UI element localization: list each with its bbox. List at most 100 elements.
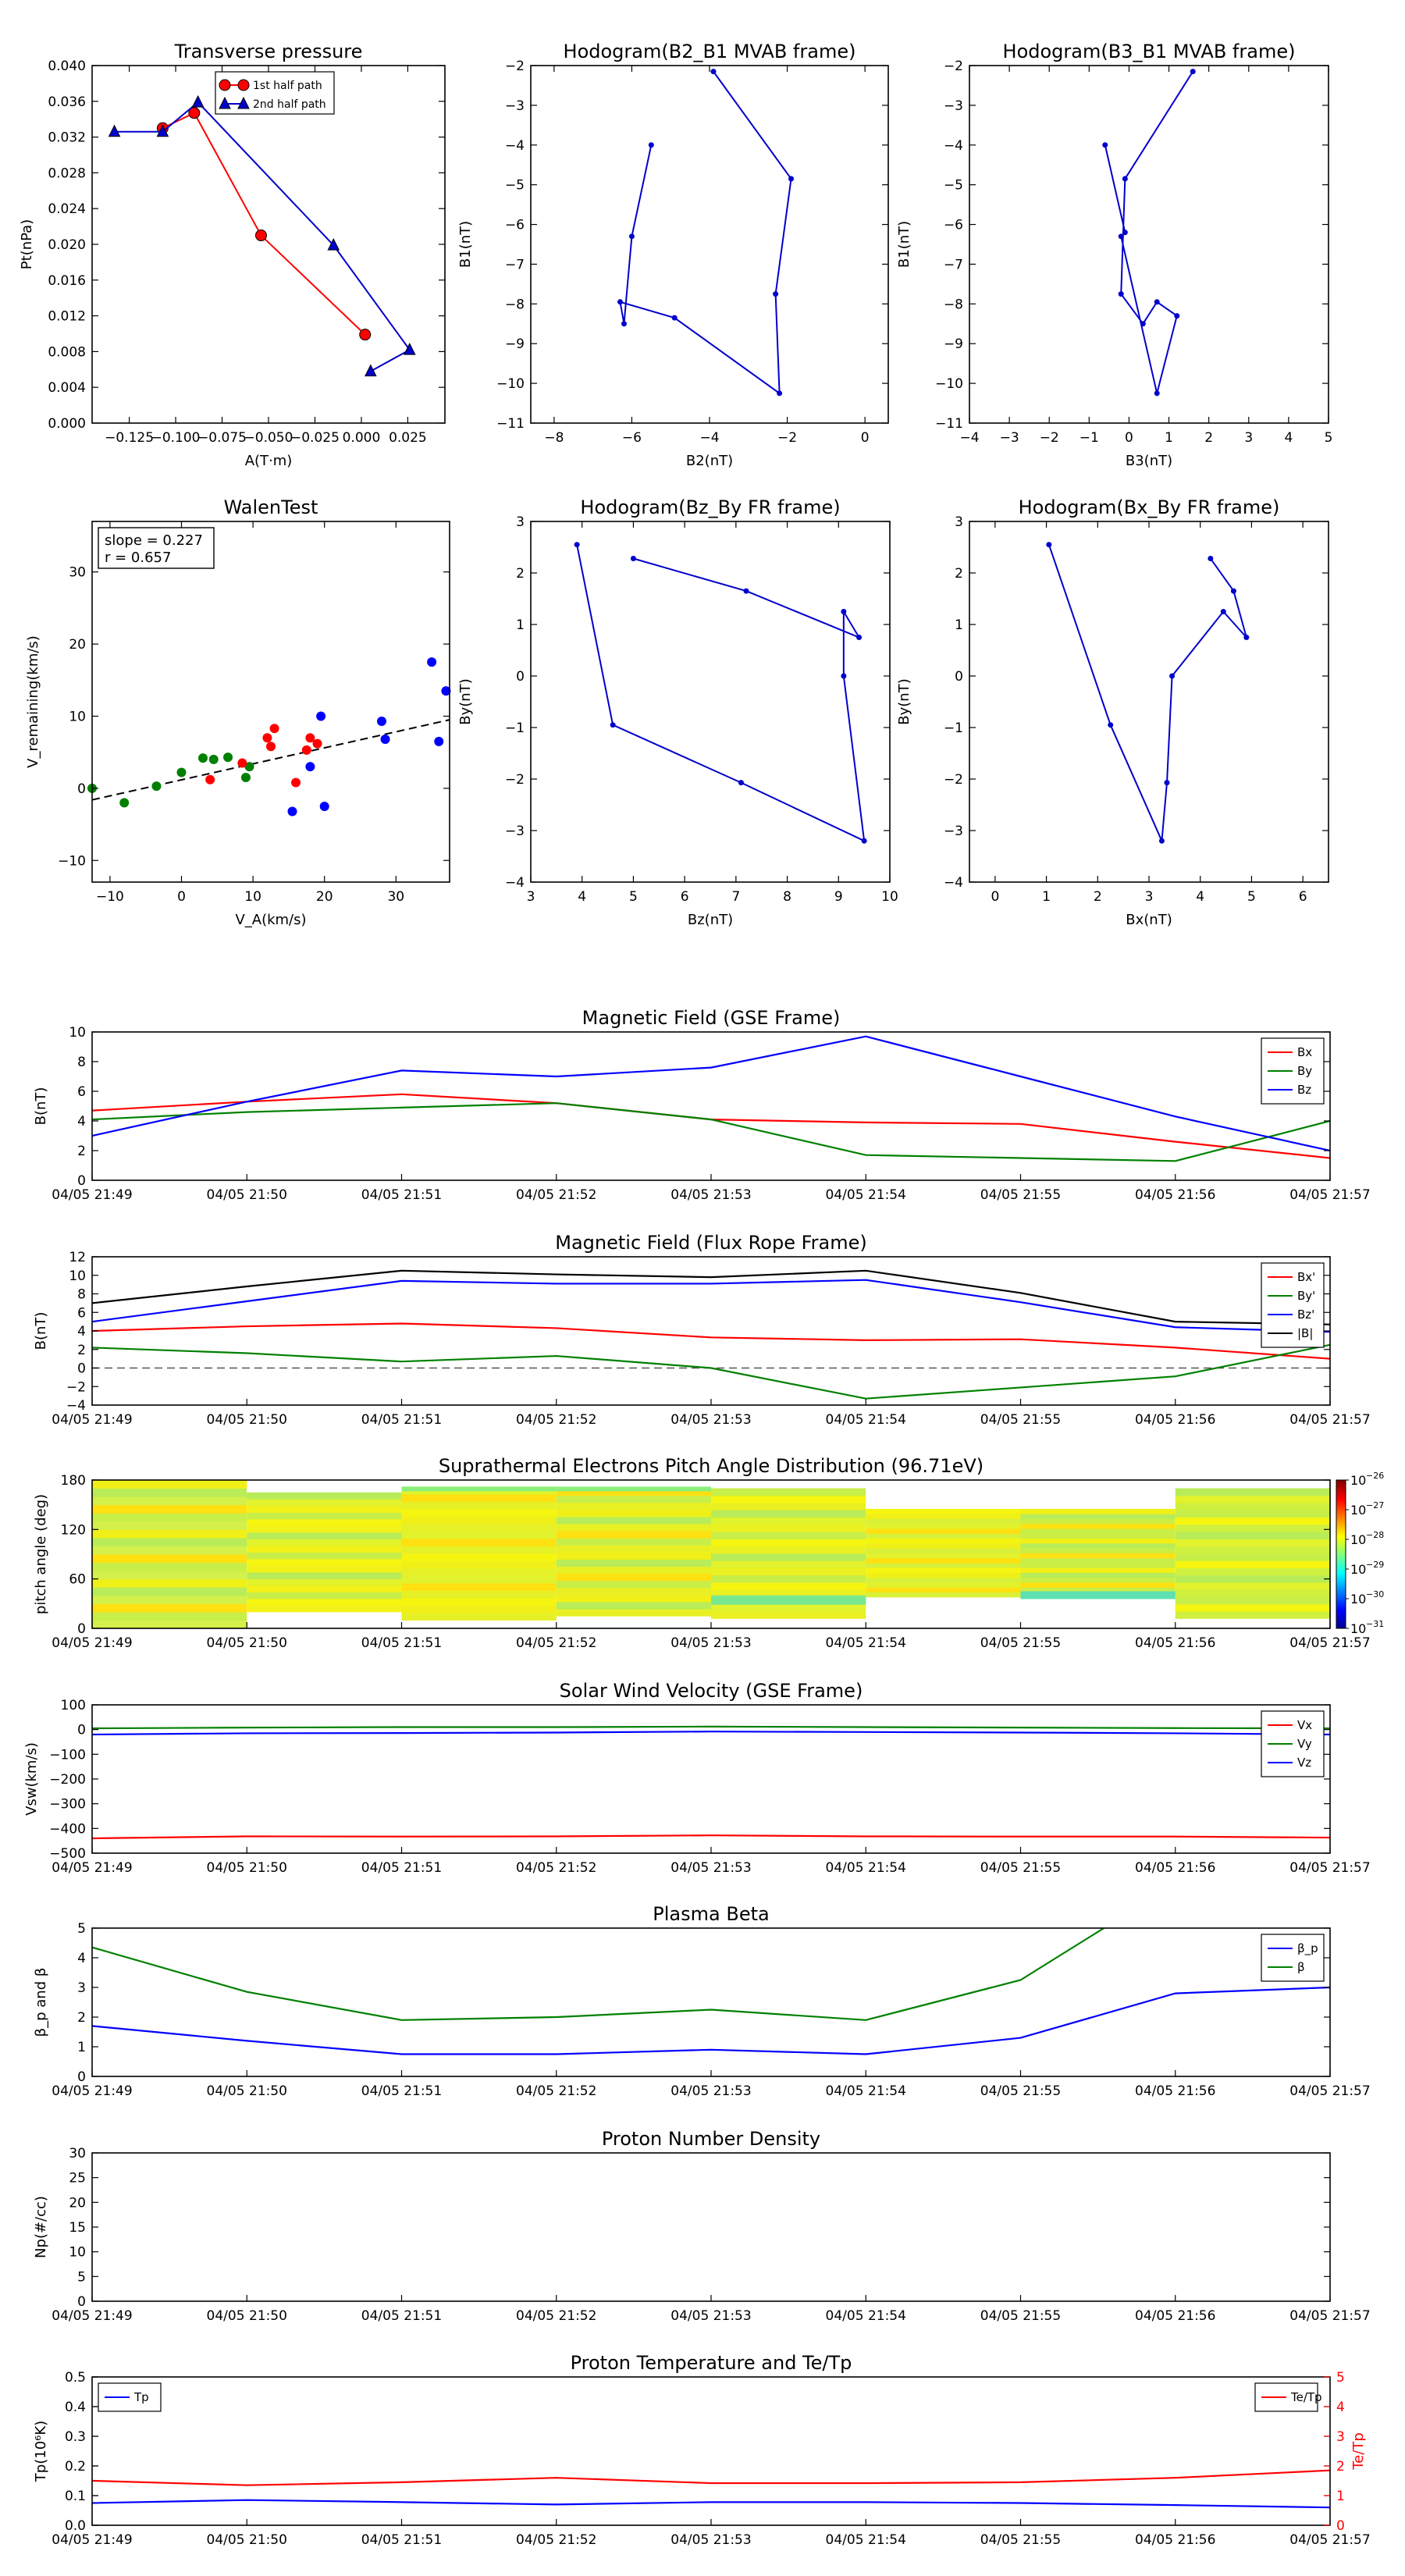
y-tick-label: 0.0	[65, 2518, 86, 2534]
x-tick-label: 3	[527, 889, 535, 905]
x-tick-label: 04/05 21:51	[361, 1860, 442, 1876]
heatmap-cell	[1175, 1611, 1330, 1619]
colorbar-tick-label: 10	[1350, 1621, 1366, 1636]
data-point	[219, 96, 231, 109]
x-tick-label: 5	[1325, 430, 1333, 446]
data-point	[1122, 176, 1128, 182]
y-tick-label: 10	[69, 1268, 86, 1284]
heatmap-cell	[92, 1546, 247, 1555]
heatmap-cell	[1020, 1582, 1176, 1588]
colorbar-tick-label: 10	[1350, 1473, 1366, 1488]
colorbar-tick-label: 10	[1350, 1503, 1366, 1517]
chart-title: Proton Number Density	[602, 2128, 820, 2150]
y-tick-label: 0	[77, 1173, 86, 1189]
y-axis-label: pitch angle (deg)	[33, 1494, 49, 1614]
heatmap-cell	[556, 1552, 711, 1560]
heatmap-cell	[401, 1546, 557, 1554]
y-tick-label: −10	[935, 376, 963, 392]
legend-label: By	[1297, 1064, 1312, 1078]
x-tick-label: 20	[316, 889, 333, 905]
series-line	[92, 2469, 1330, 2486]
data-point	[301, 745, 311, 755]
heatmap-cell	[711, 1532, 866, 1539]
y-tick-label: 6	[77, 1084, 86, 1100]
annotation-text: slope = 0.227	[105, 532, 203, 549]
heatmap-cell	[247, 1552, 402, 1560]
y-tick-label: 10	[69, 709, 86, 724]
data-point	[305, 733, 315, 743]
y-tick-label: 0	[77, 2069, 86, 2085]
y-tick-label: 100	[61, 1698, 86, 1713]
y-tick-label: 0.032	[48, 130, 86, 146]
heatmap-cell	[401, 1605, 557, 1614]
heatmap-cell	[866, 1523, 1021, 1529]
heatmap-cell	[1175, 1503, 1330, 1510]
y-tick-label: −10	[58, 853, 86, 869]
data-point	[376, 716, 386, 726]
y-tick-label: 4	[77, 1114, 86, 1130]
heatmap-cell	[1175, 1567, 1330, 1576]
data-point	[1108, 722, 1114, 728]
plot-frame	[91, 1031, 1331, 1181]
heatmap-cell	[92, 1587, 247, 1596]
y-tick-label: 0.016	[48, 273, 86, 289]
series-line	[92, 1093, 1330, 1159]
y-tick-label: 8	[77, 1055, 86, 1070]
heatmap-cell	[1175, 1488, 1330, 1496]
y-tick-label: 0.5	[65, 2370, 86, 2386]
x-tick-label: −0.025	[290, 430, 340, 446]
data-point	[208, 754, 219, 764]
y-tick-label: 10	[69, 1025, 86, 1041]
x-tick-label: 04/05 21:49	[52, 1860, 132, 1876]
y-tick-label: −6	[505, 218, 525, 233]
heatmap-cell	[1020, 1567, 1176, 1574]
plot-frame	[530, 65, 889, 424]
chart-title: Solar Wind Velocity (GSE Frame)	[560, 1680, 863, 1702]
heatmap-cell	[247, 1585, 402, 1592]
y-tick-label: 15	[69, 2220, 86, 2236]
heatmap-cell	[92, 1554, 247, 1564]
heatmap-cell	[1175, 1517, 1330, 1525]
heatmap-cell	[401, 1612, 557, 1621]
chart-hodogram-bz-by: Hodogram(Bz_By FR frame)3 4 5 6 7 8 9 10−4−3−2−…	[457, 496, 898, 928]
heatmap-cell	[1020, 1533, 1176, 1539]
x-tick-label: 04/05 21:51	[361, 2308, 442, 2324]
heatmap-cell	[92, 1513, 247, 1522]
y-tick-label: 3	[1336, 2429, 1345, 2445]
data-point	[621, 321, 627, 327]
legend-label: Bx	[1297, 1045, 1312, 1059]
y-tick-label: −4	[944, 138, 963, 154]
data-point	[434, 736, 444, 746]
chart-plasma-beta: Plasma Beta 04/05 21:49 04/05 21:50 04/05 2…	[33, 1903, 1371, 2099]
data-point	[1122, 229, 1128, 236]
plot-frame	[969, 65, 1329, 424]
heatmap-cell	[1020, 1548, 1176, 1553]
y-tick-label: 1	[516, 617, 525, 633]
x-tick-label: 04/05 21:56	[1135, 2532, 1215, 2548]
y-axis-label: Vsw(km/s)	[23, 1742, 40, 1816]
y-tick-label: −1	[505, 720, 525, 736]
heatmap-cell	[247, 1558, 402, 1566]
chart-title: Hodogram(Bz_By FR frame)	[580, 496, 840, 518]
heatmap-cell	[401, 1575, 557, 1584]
heatmap-cell	[1175, 1539, 1330, 1547]
legend-label: β	[1297, 1960, 1305, 1974]
heatmap-cell	[1175, 1495, 1330, 1503]
plot-frame	[91, 521, 450, 883]
x-tick-label: −0.125	[105, 430, 154, 446]
x-tick-label: −4	[959, 430, 979, 446]
x-tick-label: −3	[1000, 430, 1019, 446]
x-tick-label: 04/05 21:57	[1289, 2308, 1370, 2324]
y-tick-label: 0	[77, 781, 86, 797]
data-point	[176, 767, 187, 777]
chart-proton-density: Proton Number Density 04/05 21:49 04/05 21…	[33, 2128, 1371, 2324]
y-tick-label: 25	[69, 2171, 86, 2186]
heatmap-cell	[866, 1553, 1021, 1559]
y-tick-label: 2	[77, 1343, 86, 1358]
data-point	[223, 753, 233, 763]
heatmap-cell	[92, 1620, 247, 1629]
y-tick-label: −100	[49, 1747, 86, 1763]
legend-label: Bz'	[1297, 1308, 1314, 1322]
annotation-text: r = 0.657	[105, 550, 171, 566]
